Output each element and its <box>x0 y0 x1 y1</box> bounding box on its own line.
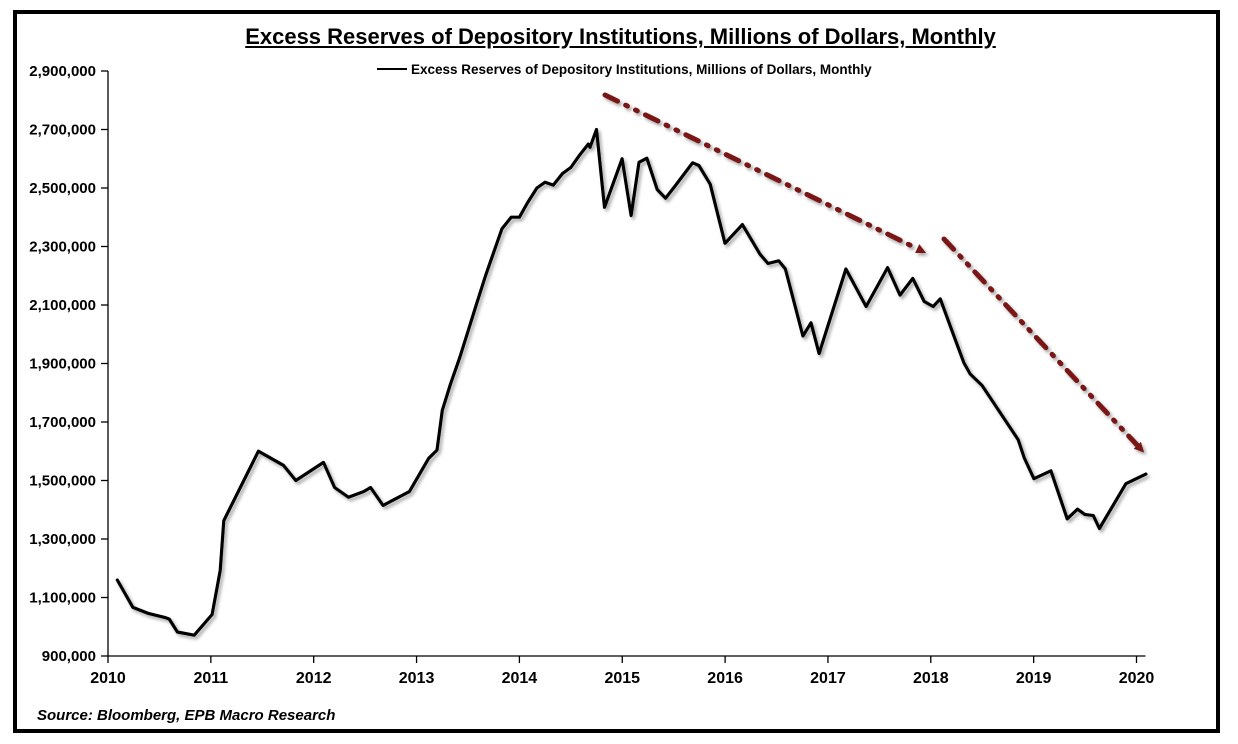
svg-text:2,300,000: 2,300,000 <box>29 239 96 256</box>
svg-text:2010: 2010 <box>90 670 126 687</box>
svg-text:2016: 2016 <box>707 670 743 687</box>
svg-text:2014: 2014 <box>502 670 538 687</box>
svg-text:2,100,000: 2,100,000 <box>29 297 96 314</box>
svg-text:2,700,000: 2,700,000 <box>29 122 96 139</box>
svg-text:1,700,000: 1,700,000 <box>29 414 96 431</box>
svg-text:2020: 2020 <box>1119 670 1155 687</box>
svg-text:2,500,000: 2,500,000 <box>29 180 96 197</box>
svg-text:2019: 2019 <box>1016 670 1052 687</box>
svg-text:1,100,000: 1,100,000 <box>29 590 96 607</box>
svg-text:2013: 2013 <box>399 670 435 687</box>
svg-text:1,300,000: 1,300,000 <box>29 531 96 548</box>
svg-text:1,900,000: 1,900,000 <box>29 356 96 373</box>
svg-text:900,000: 900,000 <box>42 648 96 665</box>
svg-text:2,900,000: 2,900,000 <box>29 63 96 80</box>
svg-text:2017: 2017 <box>810 670 846 687</box>
svg-text:1,500,000: 1,500,000 <box>29 473 96 490</box>
svg-text:2015: 2015 <box>604 670 640 687</box>
svg-text:2012: 2012 <box>296 670 332 687</box>
svg-text:2011: 2011 <box>193 670 228 687</box>
svg-text:2018: 2018 <box>913 670 949 687</box>
